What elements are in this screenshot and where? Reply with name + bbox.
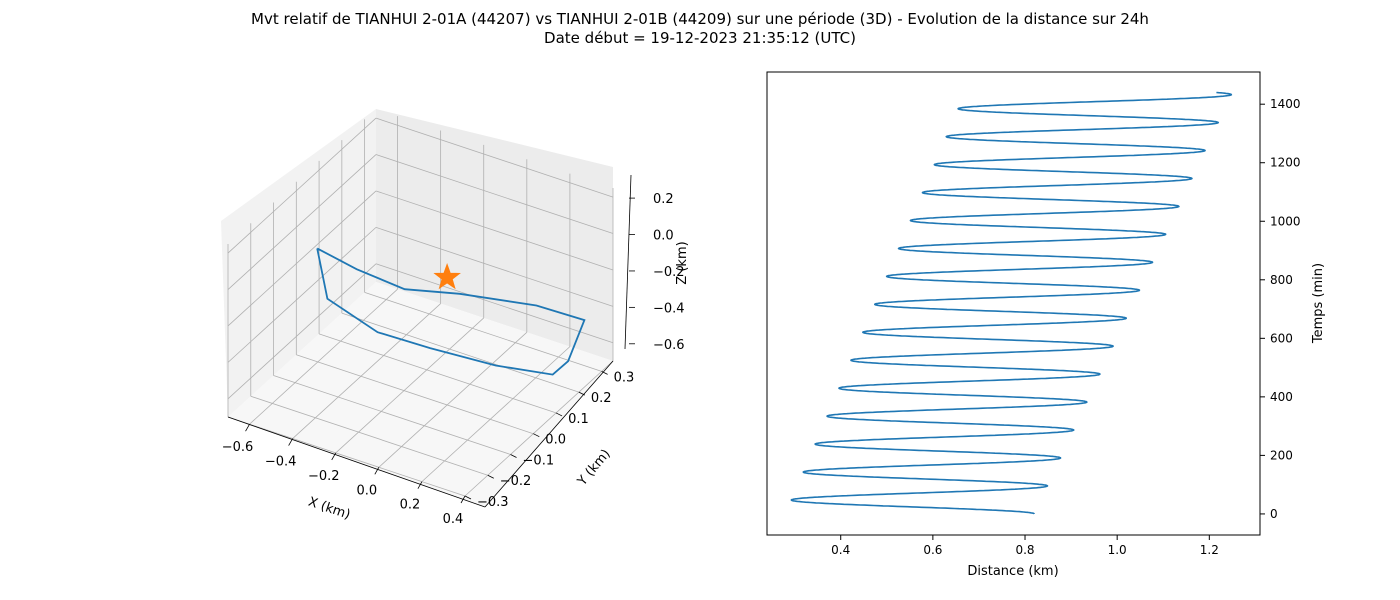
z-tick-label: 0.0 [653, 229, 674, 244]
y-tick-label: 0.1 [568, 412, 589, 427]
y-tick-label-2d: 600 [1270, 331, 1293, 345]
x-tick-label-2d: 1.2 [1200, 543, 1219, 557]
y-tick-label: −0.3 [477, 495, 509, 510]
z-tick-label: 0.2 [653, 192, 674, 207]
y-tick-label-2d: 200 [1270, 448, 1293, 462]
y-axis-label-3d: Y (km) [574, 447, 613, 490]
z-tick-label: −0.6 [653, 338, 685, 353]
y-axis-label-2d: Temps (min) [1311, 263, 1326, 344]
y-tick-label-2d: 1000 [1270, 214, 1301, 228]
x-tick-label: 0.4 [443, 512, 464, 527]
x-tick-label-2d: 0.6 [923, 543, 942, 557]
y-tick-label-2d: 1400 [1270, 97, 1301, 111]
chart-title: Mvt relatif de TIANHUI 2-01A (44207) vs … [251, 10, 1149, 28]
origin-star-marker [433, 263, 461, 290]
x-tick-label: 0.2 [400, 498, 421, 513]
x-tick-label: −0.4 [265, 455, 297, 470]
y-tick-label: −0.1 [523, 453, 555, 468]
x-tick-label: −0.6 [222, 440, 254, 455]
x-tick-label: 0.0 [356, 483, 377, 498]
y-tick-label-2d: 400 [1270, 390, 1293, 404]
z-tick-label: −0.2 [653, 265, 685, 280]
axes2d-ticks: 0.4 0.6 0.8 1.0 1.2 0 200 400 600 800 1000 1200 1400 [831, 97, 1300, 557]
axes3d-grid [227, 116, 614, 497]
x-tick-label: −0.2 [308, 469, 340, 484]
z-tick-label: −0.4 [653, 301, 685, 316]
axes3d-ticks: −0.6−0.4−0.20.00.20.4−0.3−0.2−0.10.00.10… [222, 192, 685, 527]
y-tick-label: 0.2 [591, 391, 612, 406]
series-3d [316, 247, 586, 376]
z-axis-label-3d: Z (km) [675, 241, 690, 284]
plot-frame-2d [766, 71, 1261, 536]
y-tick-label-2d: 0 [1270, 507, 1278, 521]
x-tick-label-2d: 0.8 [1015, 543, 1034, 557]
x-axis-label-3d: X (km) [306, 495, 352, 523]
axes3d-panes [221, 109, 613, 507]
distance-series-line [790, 91, 1233, 515]
y-tick-label-2d: 800 [1270, 273, 1293, 287]
trajectory-3d-line [316, 247, 586, 376]
y-tick-label: −0.2 [500, 474, 532, 489]
chart-title-block: Mvt relatif de TIANHUI 2-01A (44207) vs … [0, 10, 1400, 48]
chart-subtitle: Date début = 19-12-2023 21:35:12 (UTC) [544, 29, 856, 47]
y-tick-label: 0.3 [614, 370, 635, 385]
x-axis-label-2d: Distance (km) [967, 564, 1058, 579]
y-tick-label-2d: 1200 [1270, 156, 1301, 170]
y-tick-label: 0.0 [545, 433, 566, 448]
x-tick-label-2d: 0.4 [831, 543, 850, 557]
axes3d-edges [227, 174, 632, 508]
x-tick-label-2d: 1.0 [1108, 543, 1127, 557]
